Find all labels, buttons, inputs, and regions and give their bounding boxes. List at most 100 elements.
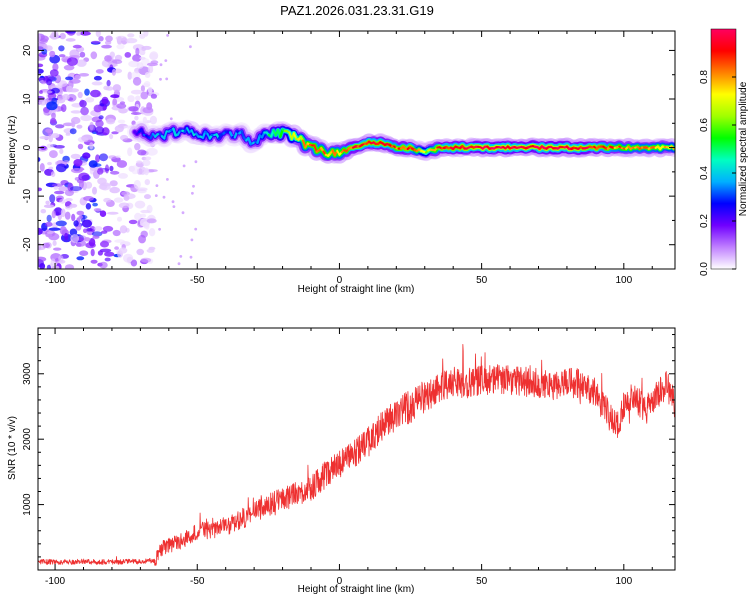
noise-blob: [92, 202, 98, 207]
noise-blob: [58, 45, 65, 52]
noise-blob: [105, 35, 113, 42]
noise-blob: [89, 167, 95, 175]
colorbar: 0.0 0.2 0.4 0.6 0.8 Normalized spectral ampl…: [699, 28, 749, 276]
noise-blob: [70, 153, 81, 159]
noise-blob: [97, 250, 103, 256]
noise-blob: [142, 159, 151, 167]
snr-x-tick-label: 50: [476, 576, 488, 587]
noise-blob: [136, 160, 143, 164]
noise-blob: [109, 180, 118, 187]
noise-blob: [46, 143, 54, 148]
noise-speck: [194, 160, 198, 164]
x-tick-label: -50: [190, 275, 205, 286]
noise-blob: [55, 124, 65, 129]
noise-blob: [120, 134, 129, 141]
snr-y-tick-label: 1000: [22, 493, 33, 516]
noise-blob: [73, 159, 83, 167]
noise-blob: [119, 225, 128, 234]
noise-blob: [80, 114, 93, 122]
noise-blob: [144, 156, 152, 161]
noise-blob: [103, 197, 112, 203]
noise-blob: [146, 218, 157, 224]
noise-blob: [47, 161, 52, 166]
noise-blob: [130, 259, 138, 267]
noise-speck: [189, 255, 193, 259]
noise-blob: [134, 200, 146, 209]
noise-blob: [62, 93, 70, 101]
noise-blob: [139, 223, 146, 226]
noise-blob: [51, 87, 60, 94]
noise-blob: [98, 115, 104, 120]
noise-blob: [78, 172, 90, 182]
noise-blob: [112, 59, 123, 64]
ridge-layer-4: [133, 127, 675, 157]
noise-blob: [125, 38, 138, 44]
noise-blob: [73, 220, 79, 227]
noise-blob: [43, 204, 55, 208]
snr-panel: -100 -50 0 50 100 1000 2000 3000 Height of str…: [7, 327, 676, 595]
noise-blob: [64, 264, 75, 269]
colorbar-tick-label: 0.6: [699, 118, 710, 132]
noise-blob: [117, 119, 126, 124]
noise-blob: [71, 120, 76, 128]
noise-blob: [85, 97, 95, 103]
noise-blob: [39, 135, 52, 140]
noise-blob: [127, 33, 135, 38]
noise-blob: [104, 40, 112, 45]
colorbar-tick-label: 0.4: [699, 166, 710, 180]
spectrogram-frame: [37, 30, 676, 270]
noise-blob: [85, 181, 93, 189]
noise-blob: [93, 208, 102, 212]
noise-blob: [38, 98, 48, 106]
noise-blob: [51, 265, 60, 269]
noise-blob: [132, 44, 145, 51]
noise-blob: [131, 120, 136, 126]
noise-blob: [53, 74, 62, 84]
noise-blob: [94, 126, 105, 134]
noise-blob: [132, 76, 142, 86]
noise-blob: [124, 52, 132, 58]
noise-blob: [127, 71, 133, 80]
noise-blob: [66, 57, 78, 66]
noise-blob: [134, 212, 142, 221]
noise-blob: [147, 169, 158, 173]
noise-blob: [42, 242, 50, 248]
noise-blob: [93, 75, 102, 81]
noise-blob: [38, 227, 43, 235]
ridge-segment: [247, 136, 252, 146]
noise-blob: [140, 85, 145, 92]
noise-blob: [51, 112, 56, 119]
noise-blob: [104, 251, 115, 257]
noise-blob: [60, 180, 69, 186]
noise-blob: [47, 231, 54, 235]
noise-blob: [72, 44, 82, 49]
noise-blob: [58, 255, 64, 263]
noise-blob: [54, 190, 65, 195]
colorbar-frame: [710, 28, 737, 270]
noise-blob: [59, 32, 66, 40]
noise-blob: [123, 193, 136, 200]
snr-y-tick-label: 2000: [22, 428, 33, 451]
noise-blob: [99, 248, 112, 253]
noise-blob: [38, 157, 41, 162]
noise-blob: [146, 248, 155, 253]
noise-blob: [50, 171, 56, 178]
noise-speck: [179, 255, 183, 258]
noise-blob: [116, 43, 125, 50]
noise-blob: [79, 31, 91, 36]
noise-blob: [90, 259, 98, 264]
noise-blob: [88, 160, 98, 168]
noise-blob: [76, 124, 83, 129]
noise-blob: [99, 261, 108, 269]
noise-blob: [49, 194, 56, 203]
noise-blob: [60, 208, 66, 218]
snr-y-label: SNR (10 * v/v): [7, 416, 18, 480]
noise-blob: [90, 51, 98, 60]
noise-blob: [131, 165, 139, 175]
noise-blob: [130, 89, 143, 95]
noise-blob: [118, 173, 128, 179]
ridge-segment: [163, 130, 168, 140]
snr-x-tick-label: -100: [45, 576, 65, 587]
noise-blob: [91, 81, 103, 86]
